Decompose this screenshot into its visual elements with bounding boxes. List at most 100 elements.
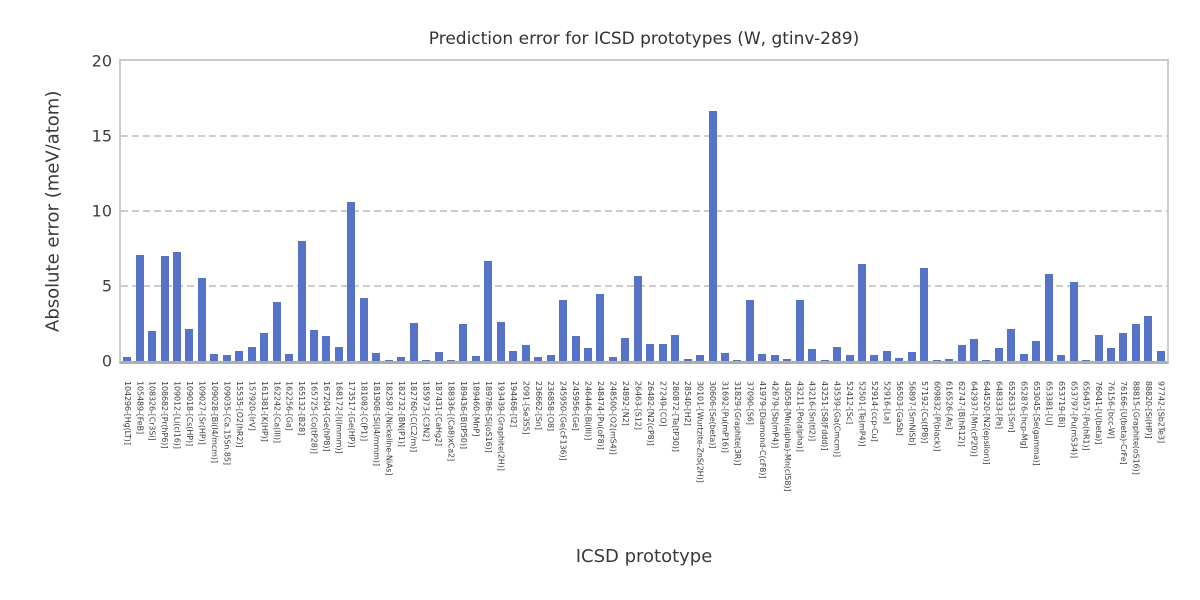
bar-slot: [370, 61, 382, 361]
bar-slot: [158, 61, 170, 361]
bar: [970, 338, 979, 361]
bar: [546, 355, 555, 361]
x-tick-slot: 41979-[Diamond-C(cF8)]: [756, 381, 768, 529]
x-tick-slot: 653381-[U]: [1043, 381, 1055, 529]
x-tick-slot: 52914-[ccp-Cu]: [868, 381, 880, 529]
y-tick-label: 15: [91, 126, 112, 146]
x-tick-slot: 43211-[Po(alpha)]: [793, 381, 805, 529]
bar: [534, 357, 543, 361]
x-tick-slot: 57192-[Cs(tP8)]: [918, 381, 930, 529]
x-tick-slot: 31692-[Pu(mP16)]: [719, 381, 731, 529]
bar-slot: [1092, 61, 1104, 361]
bar: [1107, 348, 1116, 361]
bar: [633, 275, 642, 361]
x-tick-slot: 609832-[P(black)]: [930, 381, 942, 529]
bar: [870, 355, 879, 361]
bar: [783, 358, 792, 361]
x-tick-slot: 248500-[O2(mS4)]: [607, 381, 619, 529]
x-tick-label: 189460-[MnP]: [471, 381, 481, 437]
bar-slot: [233, 61, 245, 361]
bar: [384, 360, 393, 361]
bar: [559, 299, 568, 361]
x-tick-label: 41979-[Diamond-C(cF8)]: [757, 381, 767, 479]
x-tick-slot: 97742-[Sb2Te3]: [1155, 381, 1167, 529]
bar-slot: [831, 61, 843, 361]
x-tick-label: 653797-[Pu(mS34)]: [1069, 381, 1079, 459]
x-tick-label: 188336-[(Ca8)xCa2]: [446, 381, 456, 462]
x-tick-label: 193439-[Graphite(2H)]: [496, 381, 506, 471]
bar-slot: [881, 61, 893, 361]
x-tick-label: 609832-[P(black)]: [932, 381, 942, 452]
x-tick-slot: 15535-[O2(hR2)]: [233, 381, 245, 529]
x-tick-slot: 2091-[Se3S5]: [520, 381, 532, 529]
bar: [310, 330, 319, 361]
bar-slot: [906, 61, 918, 361]
bar: [683, 358, 692, 361]
bar: [1007, 328, 1016, 361]
x-tick-label: 105489-[FeB]: [135, 381, 145, 435]
bar-slot: [719, 61, 731, 361]
bar-slot: [993, 61, 1005, 361]
bar-slot: [1130, 61, 1142, 361]
x-tick-slot: 185973-[C3N2]: [420, 381, 432, 529]
bar-slot: [133, 61, 145, 361]
x-tick-slot: 26482-[N2(cP8)]: [644, 381, 656, 529]
bar-slot: [333, 61, 345, 361]
bar-slot: [1155, 61, 1167, 361]
x-tick-slot: 648333-[Pa]: [993, 381, 1005, 529]
bar: [422, 360, 431, 361]
x-tick-label: 248500-[O2(mS4)]: [608, 381, 618, 455]
x-tick-slot: 162242-[Ca(III)]: [270, 381, 282, 529]
bar-slot: [1142, 61, 1154, 361]
x-tick-label: 43216-[Sn(tI2)]: [807, 381, 817, 442]
bar: [260, 332, 269, 361]
x-tick-label: 76166-[U(beta)-CrFe]: [1119, 381, 1129, 465]
bar-slot: [121, 61, 133, 361]
x-tick-slot: 182760-[C(C2/m)]: [407, 381, 419, 529]
bar-slot: [980, 61, 992, 361]
x-tick-slot: 245950-[Ge(cF136)]: [557, 381, 569, 529]
x-tick-label: 246446-[Bi(III)]: [583, 381, 593, 441]
bar: [820, 359, 829, 361]
x-tick-slot: 187431-[CaHg2]: [432, 381, 444, 529]
x-tick-slot: 161381-[K(HP)]: [258, 381, 270, 529]
bar: [459, 323, 468, 361]
x-tick-slot: 189786-[Si(oS16)]: [482, 381, 494, 529]
x-tick-label: 57192-[Cs(tP8)]: [919, 381, 929, 444]
bar: [1044, 274, 1053, 361]
x-tick-label: 62747-[B(hR12)]: [957, 381, 967, 447]
x-tick-label: 182760-[C(C2/m)]: [409, 381, 419, 453]
bar: [1032, 340, 1041, 361]
bar: [745, 299, 754, 361]
bar: [957, 344, 966, 361]
x-tick-label: 245956-[Ge]: [571, 381, 581, 431]
x-tick-slot: 30606-[Se(beta)]: [706, 381, 718, 529]
gridline: [121, 285, 1167, 287]
x-tick-label: 76041-[U(beta)]: [1094, 381, 1104, 445]
bar: [322, 336, 331, 361]
x-tick-slot: 62747-[B(hR12)]: [955, 381, 967, 529]
bar: [148, 331, 157, 361]
bar: [297, 241, 306, 361]
bar: [795, 299, 804, 361]
bar-slot: [457, 61, 469, 361]
x-tick-label: 76156-[bcc-W]: [1106, 381, 1116, 439]
x-tick-slot: 88820-[Si(HP)]: [1142, 381, 1154, 529]
x-tick-label: 165132-[B28]: [297, 381, 307, 436]
bar: [359, 298, 368, 361]
x-tick-label: 168172-[I(Immm)]: [334, 381, 344, 454]
x-tick-label: 109027-[Sr(HP)]: [197, 381, 207, 445]
bar-slot: [1005, 61, 1017, 361]
bar-slot: [656, 61, 668, 361]
bar: [758, 353, 767, 361]
x-tick-slot: 109012-[Li(cI16)]: [171, 381, 183, 529]
x-axis-label: ICSD prototype: [575, 546, 713, 567]
x-tick-label: 656457-[Po(hR1)]: [1081, 381, 1091, 451]
bar-slot: [756, 61, 768, 361]
bar-slot: [793, 61, 805, 361]
bar-slot: [557, 61, 569, 361]
bar-slot: [270, 61, 282, 361]
x-tick-label: 30606-[Se(beta)]: [708, 381, 718, 449]
x-tick-label: 648333-[Pa]: [994, 381, 1004, 429]
x-tick-slot: 193439-[Graphite(2H)]: [495, 381, 507, 529]
